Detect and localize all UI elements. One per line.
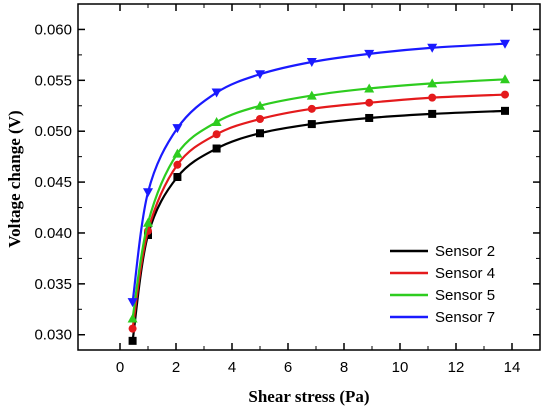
data-point: [306, 90, 317, 100]
data-point: [172, 124, 183, 134]
data-point: [500, 74, 510, 84]
x-tick-label: 14: [504, 359, 521, 376]
data-point: [173, 160, 182, 169]
series-line: [131, 109, 506, 341]
data-point: [428, 93, 437, 102]
data-point: [501, 90, 509, 99]
y-tick-label: 0.055: [34, 72, 72, 89]
data-point: [256, 129, 264, 138]
data-point: [307, 104, 316, 113]
x-tick-label: 0: [116, 359, 124, 376]
data-point: [128, 324, 137, 333]
y-tick-label: 0.040: [34, 225, 72, 242]
data-point: [211, 117, 222, 127]
plot-frame: [77, 3, 541, 351]
data-point: [211, 88, 222, 98]
legend-item: Sensor 5: [390, 287, 495, 304]
data-point: [365, 113, 374, 122]
x-axis-title: Shear stress (Pa): [248, 387, 369, 406]
data-point: [306, 58, 317, 68]
data-point: [427, 43, 438, 53]
data-point: [127, 313, 138, 323]
series-sensor-4: [128, 90, 509, 333]
data-point: [428, 109, 437, 118]
data-point: [364, 49, 375, 59]
legend-item: Sensor 4: [390, 265, 495, 282]
x-tick-label: 4: [228, 359, 236, 376]
legend-label: Sensor 2: [435, 243, 495, 260]
legend-label: Sensor 7: [435, 309, 495, 326]
data-point: [173, 173, 182, 181]
legend-label: Sensor 5: [435, 287, 495, 304]
data-point: [212, 130, 221, 139]
y-tick-label: 0.060: [34, 21, 72, 38]
legend-label: Sensor 4: [435, 265, 495, 282]
data-point: [172, 148, 183, 158]
data-point: [500, 39, 510, 49]
data-point: [255, 100, 265, 110]
y-tick-label: 0.050: [34, 123, 72, 140]
x-tick-label: 10: [392, 359, 409, 376]
data-point: [365, 98, 374, 107]
data-point: [127, 298, 138, 308]
data-point: [212, 144, 221, 153]
y-tick-label: 0.030: [34, 327, 72, 344]
plot-area: [127, 39, 510, 345]
data-point: [364, 83, 375, 93]
data-point: [427, 78, 438, 88]
series-sensor-5: [127, 74, 510, 323]
x-tick-label: 2: [172, 359, 180, 376]
data-point: [256, 114, 264, 123]
legend-item: Sensor 7: [390, 309, 495, 326]
legend-item: Sensor 2: [390, 243, 495, 260]
series-sensor-7: [127, 39, 510, 308]
y-axis-title: Voltage change (V): [5, 110, 24, 247]
x-tick-label: 12: [448, 359, 465, 376]
data-point: [128, 336, 137, 345]
axes: 0 2 4 6 8 10 12 14 0.030 0.035 0.040 0.045 0.050 0.05…: [34, 3, 541, 376]
legend: Sensor 2 Sensor 4 Sensor 5 Sensor 7: [390, 243, 495, 326]
x-tick-label: 8: [340, 359, 348, 376]
y-tick-label: 0.045: [34, 174, 72, 191]
data-point: [143, 217, 153, 227]
data-point: [143, 188, 153, 198]
data-point: [307, 120, 316, 129]
x-tick-label: 6: [284, 359, 292, 376]
data-point: [501, 106, 509, 115]
data-point: [255, 70, 265, 80]
y-tick-label: 0.035: [34, 276, 72, 293]
